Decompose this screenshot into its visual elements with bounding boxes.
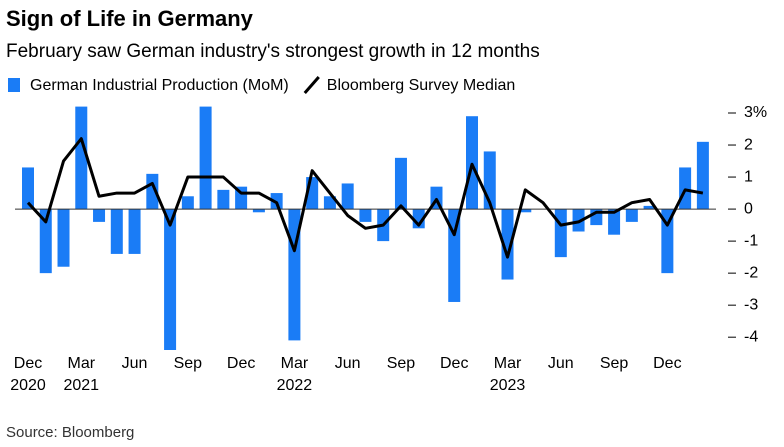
- x-year-label: 2021: [63, 377, 99, 394]
- bar: [448, 209, 461, 302]
- bar: [110, 209, 123, 254]
- bar: [501, 209, 514, 280]
- bar: [625, 209, 638, 222]
- bar: [128, 209, 141, 254]
- bar: [181, 196, 194, 210]
- bar: [554, 209, 567, 258]
- bar: [394, 157, 407, 210]
- x-tick-label: Jun: [548, 355, 574, 372]
- y-tick-label: -3: [744, 296, 758, 313]
- y-tick-label: 2: [744, 136, 753, 153]
- line: [26, 137, 704, 259]
- y-tick-label: -4: [744, 328, 758, 345]
- bar: [679, 167, 692, 210]
- x-year-label: 2022: [277, 377, 313, 394]
- bar: [164, 209, 177, 350]
- x-tick-label: Mar: [494, 355, 522, 372]
- x-tick-label: Jun: [335, 355, 361, 372]
- bar: [359, 209, 372, 222]
- bar: [608, 209, 621, 235]
- bar: [661, 209, 674, 274]
- y-tick-label: -1: [744, 232, 758, 249]
- bar: [519, 209, 532, 213]
- chart-subtitle: February saw German industry's strongest…: [6, 41, 540, 62]
- legend-label: Bloomberg Survey Median: [327, 77, 516, 94]
- bar: [39, 209, 52, 274]
- y-tick-label: 0: [744, 200, 753, 217]
- bar: [252, 209, 265, 213]
- bar: [93, 209, 106, 222]
- legend-swatch: [303, 76, 320, 94]
- x-tick-label: Dec: [440, 355, 468, 372]
- bar: [466, 116, 478, 210]
- x-tick-label: Sep: [174, 355, 203, 372]
- x-tick-label: Sep: [600, 355, 629, 372]
- legend-swatch: [8, 78, 20, 92]
- x-tick-label: Dec: [14, 355, 42, 372]
- chart-title: Sign of Life in Germany: [6, 6, 254, 31]
- bar: [323, 196, 336, 210]
- bar: [57, 209, 70, 267]
- source: Source: Bloomberg: [6, 424, 134, 441]
- bar: [696, 141, 709, 210]
- x-tick-label: Dec: [227, 355, 255, 372]
- bar: [217, 189, 230, 210]
- bar: [146, 173, 159, 210]
- y-tick-label: 3%: [744, 104, 767, 121]
- x-tick-label: Sep: [387, 355, 416, 372]
- bar: [199, 106, 212, 210]
- x-tick-label: Jun: [122, 355, 148, 372]
- x-year-label: 2020: [10, 377, 46, 394]
- x-tick-label: Mar: [281, 355, 309, 372]
- x-tick-label: Mar: [67, 355, 95, 372]
- bar: [22, 167, 34, 210]
- x-year-label: 2023: [490, 377, 526, 394]
- legend-label: German Industrial Production (MoM): [30, 77, 289, 94]
- bar: [75, 106, 88, 210]
- y-tick-label: -2: [744, 264, 758, 281]
- bar: [341, 183, 354, 210]
- y-tick-label: 1: [744, 168, 753, 185]
- x-tick-label: Dec: [653, 355, 681, 372]
- bar: [643, 205, 656, 210]
